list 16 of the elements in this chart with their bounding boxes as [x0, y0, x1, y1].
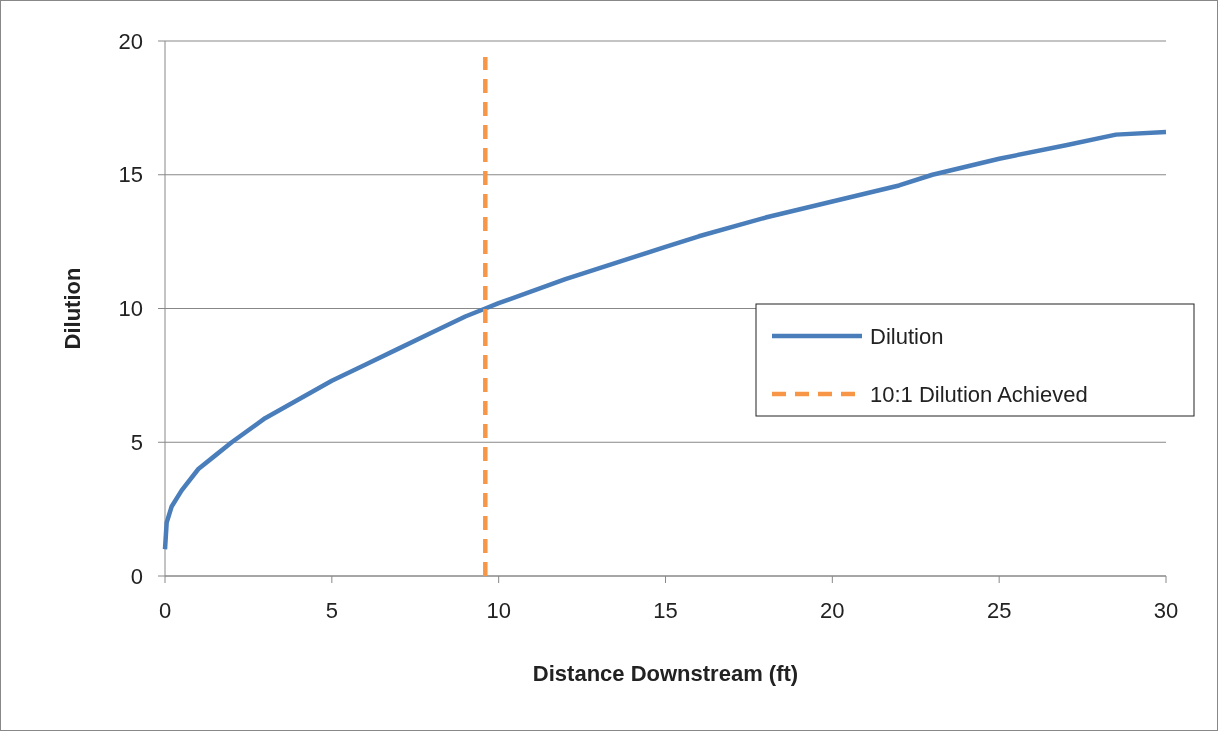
- x-tick-label: 0: [158, 598, 172, 623]
- legend-label: 10:1 Dilution Achieved: [870, 381, 1088, 407]
- x-axis-title: Distance Downstream (ft): [532, 661, 799, 686]
- x-tick-label: 10: [486, 598, 511, 623]
- y-tick-label: 15: [118, 162, 143, 188]
- x-tick-label: 30: [1153, 598, 1179, 623]
- y-axis-title: Dilution: [60, 267, 85, 350]
- y-tick-label: 10: [118, 296, 143, 322]
- y-tick-label: 20: [118, 28, 143, 54]
- x-tick-label: 25: [986, 598, 1012, 623]
- x-tick-label: 20: [820, 598, 845, 623]
- y-tick-label: 0: [130, 563, 143, 589]
- legend-label: Dilution: [870, 323, 944, 349]
- y-tick-label: 5: [130, 429, 143, 455]
- x-tick-label: 5: [325, 598, 338, 623]
- x-tick-label: 15: [653, 598, 678, 623]
